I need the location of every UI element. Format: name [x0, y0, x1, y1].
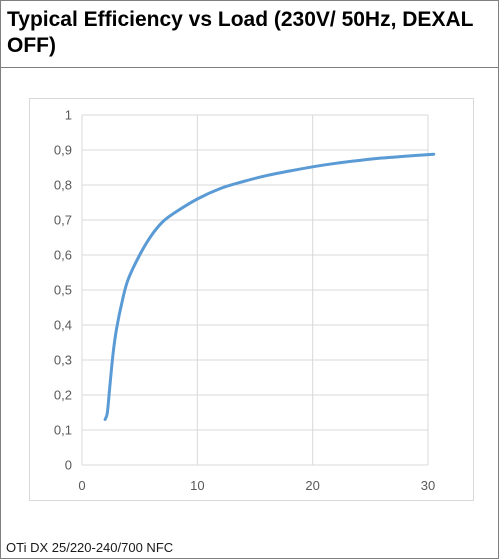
y-tick-label: 0,3	[54, 353, 72, 368]
plot-area-frame: 0 0,1 0,2 0,3 0,4 0,5 0,6 0,7 0,8 0,9 1 0 10 20 30	[29, 98, 474, 501]
efficiency-series-line	[103, 152, 436, 421]
y-tick-label: 1	[65, 108, 72, 123]
x-tick-label: 20	[305, 478, 319, 493]
x-tick-label: 30	[421, 478, 435, 493]
x-tick-label: 0	[78, 478, 85, 493]
y-tick-label: 0	[65, 458, 72, 473]
y-tick-label: 0,8	[54, 178, 72, 193]
y-tick-label: 0,2	[54, 388, 72, 403]
y-tick-label: 0,9	[54, 143, 72, 158]
y-tick-label: 0,5	[54, 283, 72, 298]
product-name: OTi DX 25/220-240/700 NFC	[6, 540, 174, 555]
chart-title: Typical Efficiency vs Load (230V/ 50Hz, …	[7, 8, 474, 57]
x-tick-label: 10	[190, 478, 204, 493]
y-tick-label: 0,1	[54, 423, 72, 438]
title-bar: Typical Efficiency vs Load (230V/ 50Hz, …	[1, 1, 498, 68]
efficiency-chart: 00,10,20,30,40,50,60,70,80,910 10 20 30	[54, 108, 436, 493]
y-tick-label: 0,7	[54, 213, 72, 228]
y-tick-label: 0,6	[54, 248, 72, 263]
y-tick-label: 0,4	[54, 318, 72, 333]
